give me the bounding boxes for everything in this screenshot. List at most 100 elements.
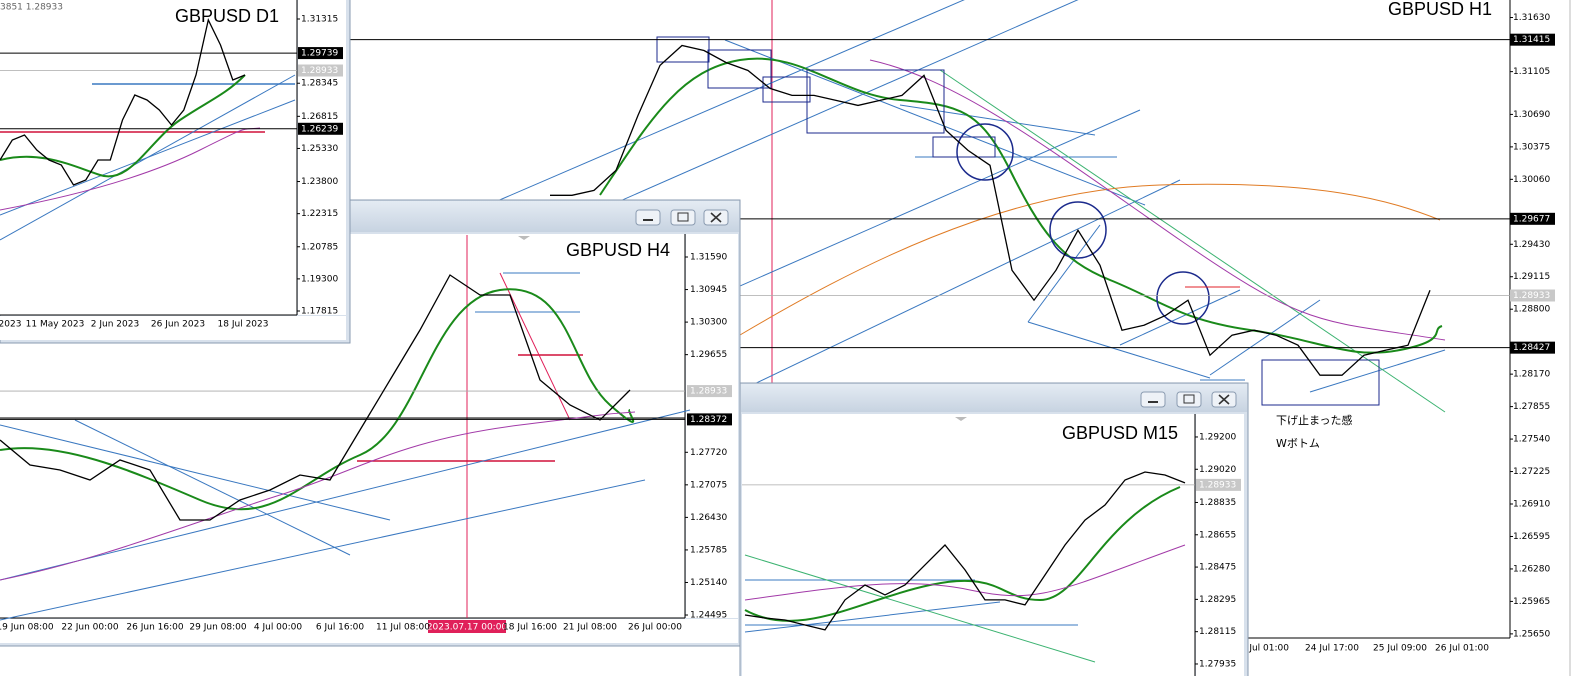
m15-window: GBPUSD M15 1.29200 1.29020 1.28835 1.28655 1… <box>739 382 1249 676</box>
y-tick-label: 1.27540 <box>1513 435 1550 445</box>
y-tick-label: 1.29200 <box>1199 432 1236 442</box>
y-tick-label: 1.30690 <box>1513 110 1550 120</box>
y-tick-label: 1.26280 <box>1513 564 1550 574</box>
bid-label-box <box>687 385 732 398</box>
x-tick-label: 19 Jun 08:00 <box>0 623 54 633</box>
y-tick-label: 1.17815 <box>301 306 338 316</box>
restore-icon <box>677 212 689 222</box>
level-label-box <box>1510 341 1555 354</box>
bid-label: 1.28933 <box>1513 291 1550 301</box>
level-label-box <box>687 413 732 426</box>
h1-ma-mid <box>869 59 1446 341</box>
y-tick-label: 1.29115 <box>1513 272 1550 282</box>
y-tick-label: 1.30300 <box>690 318 727 328</box>
x-tick-label: 25 Jul 09:00 <box>1373 644 1427 654</box>
h4-buttons[interactable] <box>635 209 729 226</box>
y-tick-label: 1.29020 <box>1199 465 1236 475</box>
minimize-button[interactable] <box>1140 391 1166 408</box>
y-tick-label: 1.29430 <box>1513 240 1550 250</box>
m15-plot <box>742 414 1195 676</box>
price-line <box>744 471 1186 631</box>
annotation: 下げ止まった感 <box>1276 414 1353 427</box>
d1-time-bg <box>0 316 346 340</box>
x-tick-label: 11 Jul 08:00 <box>376 623 430 633</box>
x-tick-label: 18 Jul 2023 <box>218 320 269 330</box>
m15-drawings <box>744 486 1186 663</box>
x-tick-label: 22 Jun 00:00 <box>61 623 118 633</box>
close-icon <box>1218 394 1230 405</box>
y-tick-label: 1.27720 <box>690 448 727 458</box>
y-tick-label: 1.30375 <box>1513 142 1550 152</box>
h1-ma-slow <box>739 183 1441 336</box>
bid-label: 1.28933 <box>1199 480 1236 490</box>
h1-boxes <box>656 36 1380 406</box>
x-tick-label: 2 Jun 2023 <box>91 320 139 330</box>
y-tick-label: 1.25965 <box>1513 597 1550 607</box>
level-label: 1.26239 <box>301 124 338 134</box>
close-icon <box>710 212 722 223</box>
y-tick-label: 1.28655 <box>1199 530 1236 540</box>
d1-header: 3851 1.28933 <box>0 3 63 13</box>
bid-label-box <box>1510 289 1555 302</box>
y-tick-label: 1.25785 <box>690 545 727 555</box>
h1-circles <box>956 123 1210 325</box>
h4-shift-marker <box>518 236 530 240</box>
x-tick-label: 29 Jun 08:00 <box>189 623 246 633</box>
m15-shift-marker <box>955 417 967 421</box>
minimize-button[interactable] <box>635 209 661 226</box>
y-tick-label: 1.26815 <box>301 112 338 122</box>
y-tick-label: 1.27075 <box>690 480 727 490</box>
x-tick-label: 26 Jul 00:00 <box>628 623 682 633</box>
y-tick-label: 1.31590 <box>690 253 727 263</box>
annotation: Wボトム <box>1276 437 1320 450</box>
y-tick-label: 1.25650 <box>1513 629 1550 639</box>
level-label: 1.29677 <box>1513 214 1550 224</box>
y-tick-label: 1.28475 <box>1199 563 1236 573</box>
y-tick-label: 1.26910 <box>1513 500 1550 510</box>
y-tick-label: 1.30945 <box>690 285 727 295</box>
x-tick-label: 24 Jul 01:00 <box>1235 644 1289 654</box>
x-tick-label: 26 Jul 01:00 <box>1435 644 1489 654</box>
y-tick-label: 1.31315 <box>301 14 338 24</box>
restore-button[interactable] <box>1176 391 1202 408</box>
x-tick-label: 24 Jul 17:00 <box>1305 644 1359 654</box>
h4-time-bg <box>0 619 738 643</box>
x-tick-label: 21 Jul 08:00 <box>563 623 617 633</box>
x-tick-label: 18 Jul 16:00 <box>503 623 557 633</box>
m15-titlebar <box>741 384 1247 412</box>
y-tick-label: 1.28345 <box>301 79 338 89</box>
y-tick-label: 1.28835 <box>1199 498 1236 508</box>
level-label: 1.29739 <box>301 49 338 59</box>
y-tick-label: 1.23800 <box>301 177 338 187</box>
price-line <box>550 44 1431 376</box>
cursor-time-box <box>428 620 506 633</box>
level-label-box <box>298 47 343 60</box>
h1-ma-fast <box>599 57 1443 354</box>
m15-axis-bg <box>1196 414 1244 676</box>
x-tick-label: 11 May 2023 <box>26 320 85 330</box>
y-tick-label: 1.24495 <box>690 611 727 621</box>
y-tick-label: 1.31630 <box>1513 13 1550 23</box>
d1-drawings <box>0 74 296 241</box>
restore-button[interactable] <box>670 209 696 226</box>
y-tick-label: 1.25140 <box>690 578 727 588</box>
d1-title: GBPUSD D1 <box>175 6 279 26</box>
y-tick-label: 1.27935 <box>1199 659 1236 669</box>
y-tick-label: 1.28170 <box>1513 370 1550 380</box>
y-tick-label: 1.20785 <box>301 242 338 252</box>
y-tick-label: 1.19300 <box>301 274 338 284</box>
restore-icon <box>1183 394 1195 404</box>
price-line <box>0 274 631 521</box>
price-line <box>0 18 246 186</box>
level-label-box <box>298 122 343 135</box>
level-label: 1.28427 <box>1513 343 1550 353</box>
h4-axis-bg <box>686 234 738 618</box>
m15-buttons[interactable] <box>1140 391 1237 408</box>
x-tick-label: 26 Jun 2023 <box>151 320 205 330</box>
h1-title: GBPUSD H1 <box>1388 0 1492 19</box>
level-label: 1.31415 <box>1513 35 1550 45</box>
y-tick-label: 1.26430 <box>690 513 727 523</box>
x-tick-label: 6 Jul 16:00 <box>316 623 365 633</box>
level-label-box <box>1510 33 1555 46</box>
